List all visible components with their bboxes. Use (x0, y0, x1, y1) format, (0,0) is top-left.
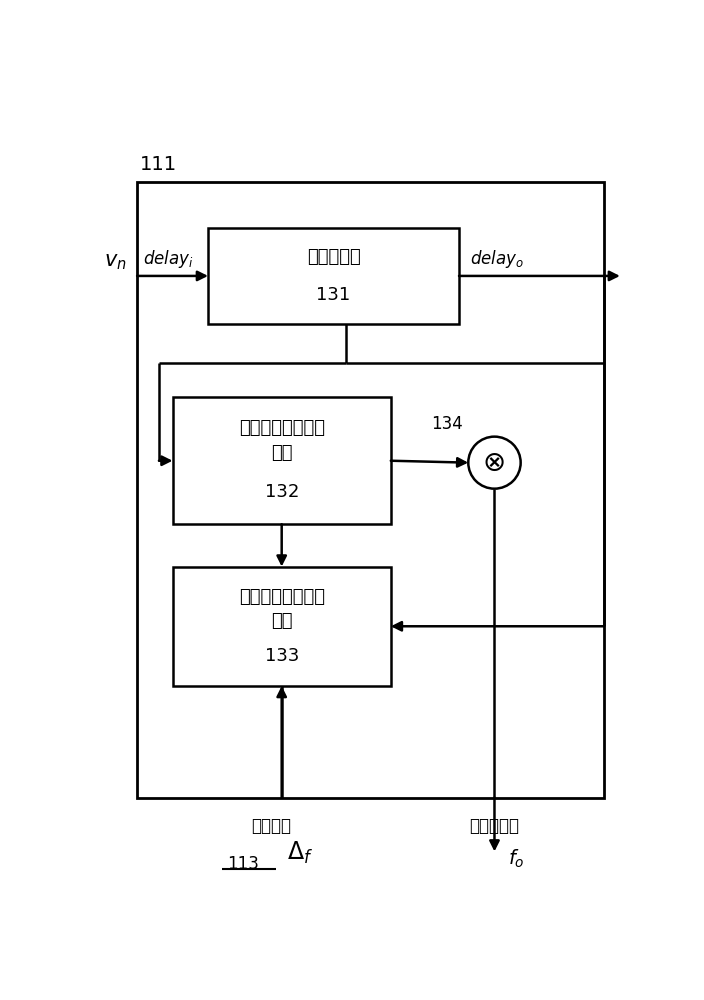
Text: 132: 132 (265, 483, 299, 501)
Text: 新器: 新器 (271, 612, 292, 630)
Text: 111: 111 (140, 155, 177, 174)
Text: 误差输入: 误差输入 (251, 817, 291, 835)
Text: $v_n$: $v_n$ (103, 252, 126, 272)
Text: 前向均衡器系数设: 前向均衡器系数设 (239, 419, 325, 437)
Text: 134: 134 (431, 415, 463, 433)
Text: $f_o$: $f_o$ (508, 848, 524, 870)
Bar (172, 397, 391, 524)
Text: 133: 133 (265, 647, 299, 665)
Text: 置器: 置器 (271, 444, 292, 462)
Text: ⊗: ⊗ (483, 449, 506, 477)
Text: $delay_i$: $delay_i$ (142, 248, 193, 270)
Text: 131: 131 (316, 286, 351, 304)
Text: $\Delta_f$: $\Delta_f$ (287, 840, 313, 866)
Text: 采样延迟器: 采样延迟器 (307, 248, 360, 266)
Bar (137, 182, 603, 798)
Bar (208, 228, 459, 324)
Bar (172, 567, 391, 686)
Text: 滤波器输出: 滤波器输出 (470, 817, 520, 835)
Text: $delay_o$: $delay_o$ (470, 248, 524, 270)
Text: 113: 113 (227, 855, 259, 873)
Text: 前向均衡器系数更: 前向均衡器系数更 (239, 588, 325, 606)
